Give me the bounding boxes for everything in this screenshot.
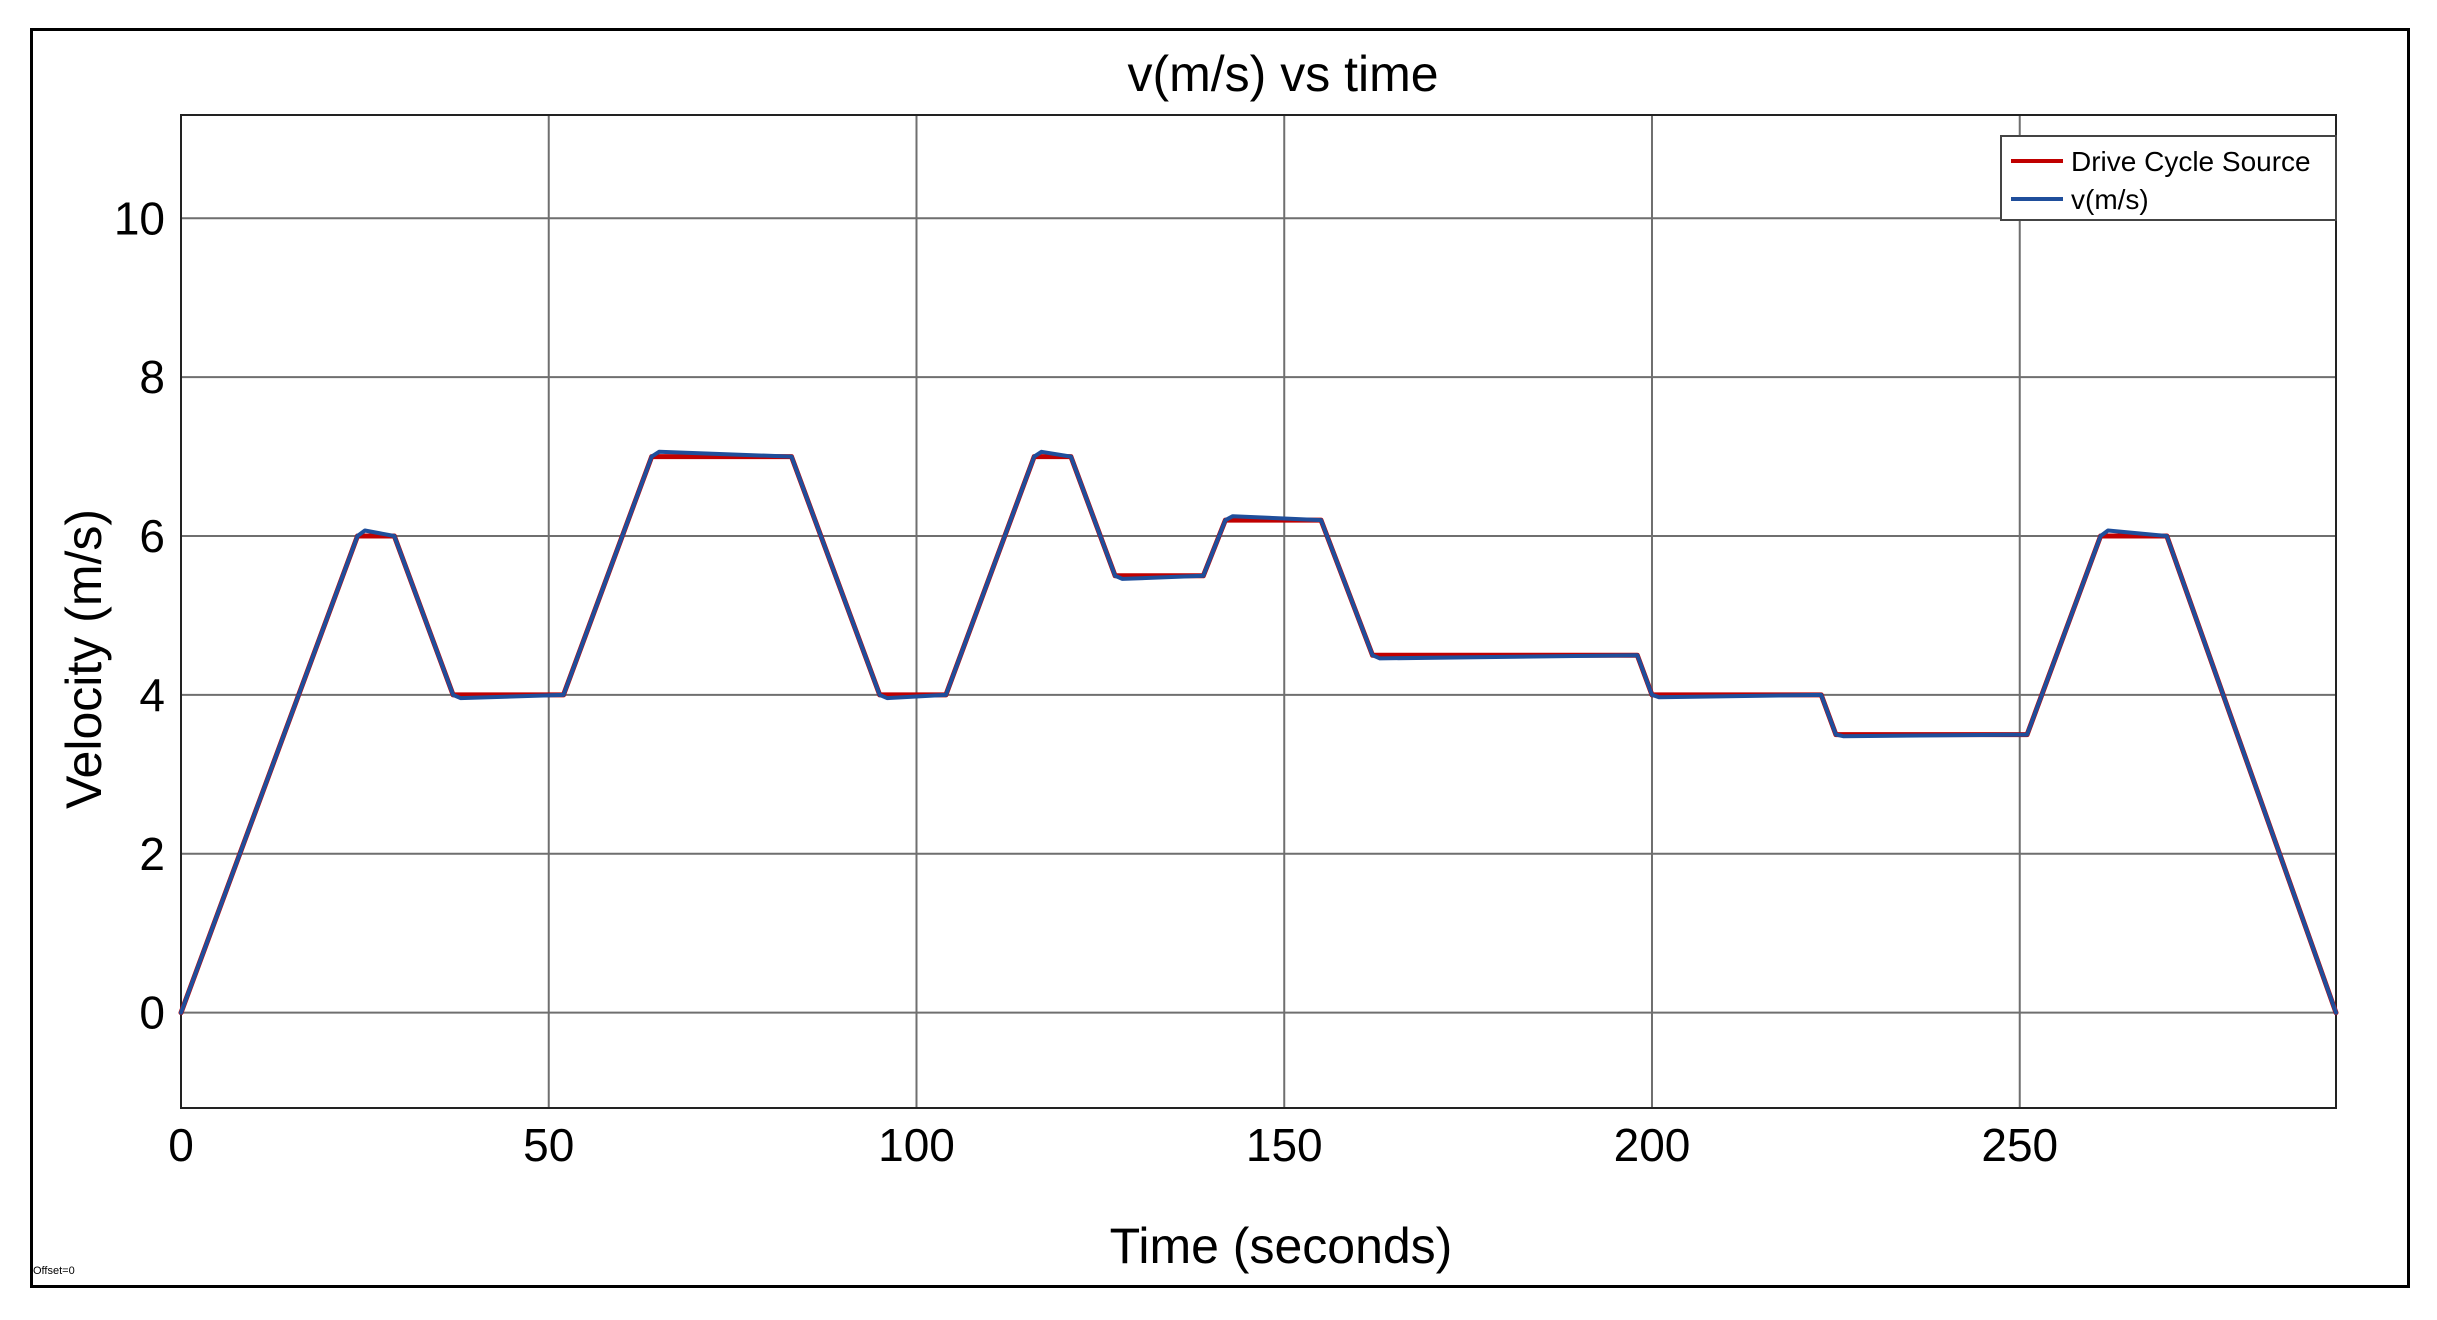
legend-box xyxy=(2000,135,2337,221)
y-axis-label: Velocity (m/s) xyxy=(56,509,112,809)
x-tick-label: 100 xyxy=(878,1119,955,1171)
x-tick-label: 200 xyxy=(1614,1119,1691,1171)
chart-svg: v(m/s) vs time Time (seconds) Velocity (… xyxy=(33,31,2407,1285)
plot-area xyxy=(181,115,2336,1108)
y-tick-label: 10 xyxy=(114,192,165,244)
chart-frame: v(m/s) vs time Time (seconds) Velocity (… xyxy=(30,28,2410,1288)
chart-title: v(m/s) vs time xyxy=(1127,46,1438,102)
plot-border xyxy=(180,114,2337,1109)
x-tick-label: 150 xyxy=(1246,1119,1323,1171)
x-tick-label: 250 xyxy=(1981,1119,2058,1171)
y-tick-label: 0 xyxy=(139,987,165,1039)
legend-label: Drive Cycle Source xyxy=(2071,146,2311,177)
x-axis-label: Time (seconds) xyxy=(1110,1218,1453,1274)
legend-label: v(m/s) xyxy=(2071,184,2149,215)
y-tick-label: 4 xyxy=(139,669,165,721)
y-tick-label: 8 xyxy=(139,351,165,403)
plot-layer: 0 50 100 150 200 250 0 2 4 6 8 10 Drive Cycle Source… xyxy=(114,114,2339,1171)
offset-label: Offset=0 xyxy=(33,1265,75,1277)
y-tick-label: 2 xyxy=(139,828,165,880)
velocity-line xyxy=(179,449,2338,1015)
x-tick-label: 0 xyxy=(168,1119,194,1171)
y-tick-label: 6 xyxy=(139,510,165,562)
x-tick-label: 50 xyxy=(523,1119,574,1171)
